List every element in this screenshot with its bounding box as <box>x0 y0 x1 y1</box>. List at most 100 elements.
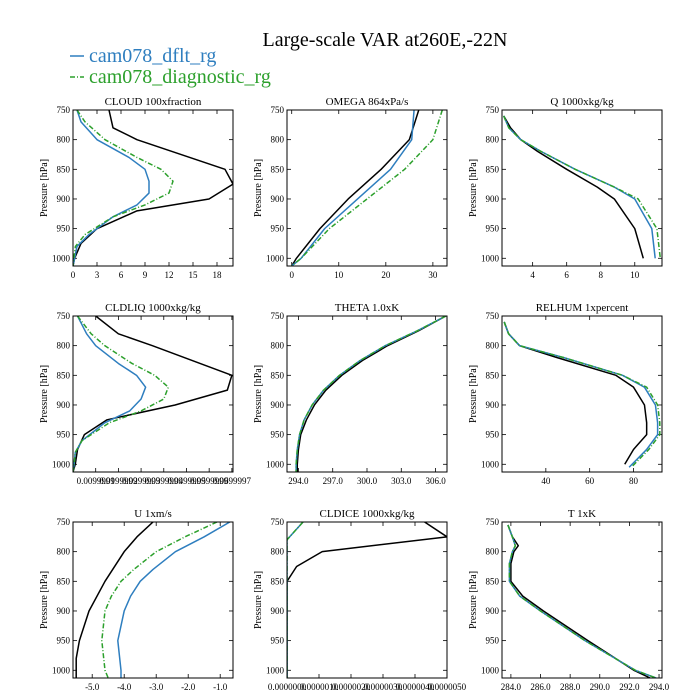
y-tick-label: 1000 <box>52 665 71 675</box>
panel-title: T 1xK <box>568 508 596 520</box>
y-tick-label: 750 <box>271 311 285 321</box>
plot-frame <box>286 109 448 267</box>
x-tick-label: 297.0 <box>323 476 344 486</box>
x-tick-label: 0.0199999 <box>99 476 138 486</box>
y-tick-label: 800 <box>271 341 285 351</box>
y-tick-label: 950 <box>486 224 500 234</box>
y-axis-label: Pressure [hPa] <box>39 571 50 629</box>
legend-label: cam078_dflt_rg <box>89 45 216 67</box>
series-line-1 <box>503 115 645 259</box>
x-tick-label: 0.0599999 <box>190 476 229 486</box>
series-line-3 <box>503 115 662 259</box>
x-tick-label: 0.0000010 <box>300 682 339 692</box>
y-tick-label: 900 <box>486 400 500 410</box>
x-tick-label: 0 <box>289 270 294 280</box>
series-line-3 <box>73 316 170 472</box>
x-tick-label: 284.0 <box>501 682 522 692</box>
series-line-2 <box>503 321 659 468</box>
series-line-3 <box>503 321 661 468</box>
y-tick-label: 750 <box>57 517 71 527</box>
x-tick-label: -4.0 <box>117 682 132 692</box>
x-tick-label: 80 <box>629 476 639 486</box>
legend-label: cam078_diagnostic_rg <box>89 66 271 88</box>
series-line-1 <box>291 110 420 266</box>
y-axis-label: Pressure [hPa] <box>468 365 479 423</box>
plot-frame <box>501 521 663 679</box>
y-tick-label: 750 <box>57 105 71 115</box>
y-tick-label: 850 <box>486 576 500 586</box>
x-tick-label: 9 <box>143 270 148 280</box>
y-tick-label: 1000 <box>266 253 285 263</box>
x-tick-label: 4 <box>530 270 535 280</box>
x-tick-label: 0 <box>71 270 76 280</box>
panel-title: THETA 1.0xK <box>335 302 400 314</box>
legend-item: cam078_dflt_rg <box>70 45 216 67</box>
series-line-2 <box>117 522 231 678</box>
x-tick-label: 0.0000020 <box>332 682 371 692</box>
y-tick-label: 950 <box>57 430 71 440</box>
x-tick-label: 3 <box>95 270 100 280</box>
x-tick-label: 306.0 <box>425 476 446 486</box>
series-line-1 <box>73 316 233 472</box>
y-tick-label: 850 <box>271 370 285 380</box>
y-tick-label: 1000 <box>266 459 285 469</box>
x-tick-label: 0.0099999 <box>77 476 116 486</box>
y-tick-label: 1000 <box>481 253 500 263</box>
x-tick-label: 0.0499999 <box>167 476 206 486</box>
x-tick-label: 290.0 <box>590 682 611 692</box>
y-tick-label: 950 <box>486 636 500 646</box>
plot-frame <box>72 521 234 679</box>
series-line-2 <box>503 115 656 259</box>
y-tick-label: 1000 <box>52 253 71 263</box>
y-tick-label: 750 <box>271 517 285 527</box>
x-tick-label: 0.0399999 <box>145 476 184 486</box>
y-axis-label: Pressure [hPa] <box>253 159 264 217</box>
y-tick-label: 1000 <box>52 459 71 469</box>
panel-8: CLDICE 1000xkg/kg Pressure [hPa] 750 800 850… <box>253 508 467 692</box>
y-tick-label: 750 <box>57 311 71 321</box>
panel-6: RELHUM 1xpercent Pressure [hPa] 750 800 850 9… <box>468 302 663 486</box>
y-tick-label: 800 <box>486 341 500 351</box>
x-tick-label: 40 <box>541 476 551 486</box>
y-tick-label: 950 <box>271 224 285 234</box>
series-line-3 <box>101 522 218 678</box>
plot-frame <box>501 109 663 267</box>
y-axis-label: Pressure [hPa] <box>253 571 264 629</box>
series-line-3 <box>295 316 447 472</box>
y-tick-label: 1000 <box>481 459 500 469</box>
y-tick-label: 800 <box>486 135 500 145</box>
series-line-1 <box>287 522 447 678</box>
y-tick-label: 900 <box>271 194 285 204</box>
series-line-3 <box>291 110 444 266</box>
y-tick-label: 850 <box>486 164 500 174</box>
plot-frame <box>72 109 234 267</box>
x-tick-label: 0.0000040 <box>396 682 435 692</box>
y-tick-label: 950 <box>486 430 500 440</box>
y-tick-label: 850 <box>486 370 500 380</box>
x-tick-label: -5.0 <box>85 682 100 692</box>
y-tick-label: 850 <box>57 576 71 586</box>
x-tick-label: 303.0 <box>391 476 412 486</box>
y-tick-label: 800 <box>57 547 71 557</box>
y-tick-label: 850 <box>271 164 285 174</box>
y-tick-label: 850 <box>57 164 71 174</box>
y-axis-label: Pressure [hPa] <box>39 365 50 423</box>
y-tick-label: 750 <box>486 311 500 321</box>
panel-title: OMEGA 864xPa/s <box>326 96 409 108</box>
x-tick-label: 0.0000030 <box>364 682 403 692</box>
y-tick-label: 1000 <box>266 665 285 675</box>
y-tick-label: 850 <box>271 576 285 586</box>
x-tick-label: 0.0699997 <box>213 476 252 486</box>
x-tick-label: 6 <box>564 270 569 280</box>
panel-title: Q 1000xkg/kg <box>550 96 614 108</box>
series-line-2 <box>295 316 447 472</box>
x-tick-label: 0.0000050 <box>428 682 467 692</box>
panel-title: CLDLIQ 1000xkg/kg <box>105 302 201 314</box>
x-tick-label: -1.0 <box>213 682 228 692</box>
y-tick-label: 950 <box>57 224 71 234</box>
y-tick-label: 900 <box>486 606 500 616</box>
series-line-1 <box>503 321 648 465</box>
